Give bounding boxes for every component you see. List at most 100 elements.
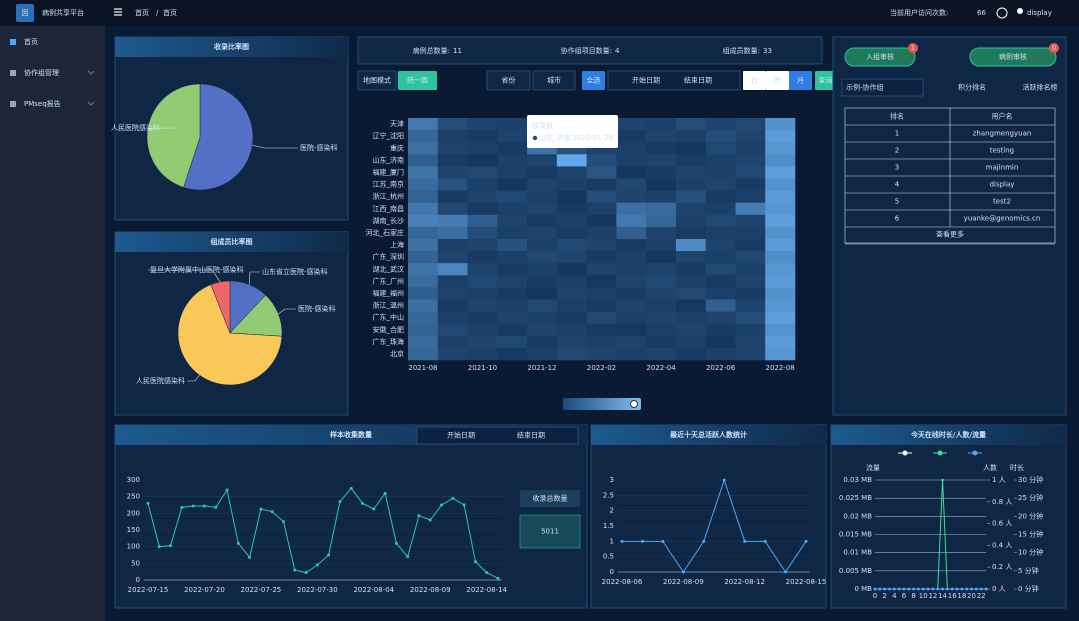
- nav-chevron: [87, 70, 95, 75]
- heatmap-cell: [586, 275, 617, 288]
- nav-item[interactable]: 首页: [24, 37, 38, 46]
- button[interactable]: [743, 71, 766, 90]
- logo-box: [16, 4, 34, 22]
- heatmap-cell: [408, 190, 439, 203]
- ranking-active[interactable]: 活跃排名榜: [1023, 83, 1058, 92]
- tooltip: [527, 115, 618, 148]
- badge: [908, 43, 918, 53]
- point: [146, 501, 150, 505]
- pie-label: 复旦大学附属中山医院-感染科: [150, 265, 244, 274]
- total-label: 收录总数量: [533, 494, 568, 503]
- y-tick-label: 0.03 MB: [843, 476, 872, 484]
- heatmap-cell: [705, 154, 736, 167]
- y-tick-label: 20 分钟: [1018, 511, 1043, 520]
- heatmap-cell: [735, 226, 766, 240]
- heatmap-cell: [408, 311, 439, 324]
- breadcrumb-separator: /: [156, 9, 159, 17]
- point: [157, 545, 161, 549]
- heatmap-cell: [735, 239, 766, 252]
- review-button[interactable]: [844, 47, 916, 67]
- label-line: [248, 271, 260, 285]
- heatmap-cell: [408, 178, 439, 191]
- point: [428, 518, 432, 522]
- heatmap-cell: [705, 190, 736, 203]
- stat-value: 11: [453, 47, 462, 55]
- y-tick-label: 0.005 MB: [839, 567, 872, 575]
- heatmap-cell: [408, 154, 439, 167]
- heatmap-cell: [646, 275, 677, 288]
- button[interactable]: [815, 71, 836, 90]
- group-name: 示例-协作组: [846, 83, 884, 92]
- button-label: 城市: [547, 76, 561, 85]
- more-link[interactable]: 查看更多: [936, 230, 964, 239]
- y-tick-label: 0.025 MB: [839, 494, 872, 502]
- date-range[interactable]: [416, 426, 579, 445]
- visits-label: 当前用户访问次数:: [890, 8, 948, 17]
- heatmap-cell: [705, 202, 736, 216]
- button[interactable]: [766, 71, 789, 90]
- x-tick-label: 12: [928, 592, 937, 600]
- heatmap-cell: [467, 311, 498, 324]
- heatmap-cell: [646, 226, 677, 240]
- y-tick-label: 1 人: [992, 476, 1006, 484]
- point: [361, 501, 365, 505]
- table-cell: zhangmengyuan: [973, 130, 1032, 138]
- point: [681, 570, 685, 574]
- panel-title: 今天在线时长/人数/流量: [910, 430, 986, 439]
- badge: [1049, 43, 1059, 53]
- heatmap-cell: [467, 202, 498, 216]
- y-tick-label: 30 分钟: [1018, 475, 1043, 484]
- point: [180, 505, 184, 509]
- heatmap-cell: [765, 226, 796, 240]
- heatmap-row-label: 广东_中山: [373, 313, 405, 322]
- button[interactable]: [532, 70, 576, 91]
- heatmap-cell: [437, 287, 468, 300]
- nav-icon: [10, 70, 16, 76]
- x-tick-label: 18: [957, 592, 966, 600]
- date-range[interactable]: [607, 70, 741, 91]
- point: [950, 587, 954, 591]
- button[interactable]: [398, 71, 437, 90]
- heatmap-cell: [646, 154, 677, 167]
- heatmap-cell: [616, 154, 647, 167]
- heatmap-cell: [675, 263, 706, 276]
- y-tick-label: 200: [127, 509, 140, 517]
- x-tick-label: 16: [948, 592, 957, 600]
- visual-map[interactable]: [563, 398, 641, 410]
- heatmap-cell: [556, 263, 587, 276]
- group-select[interactable]: [841, 78, 924, 97]
- heatmap-cell: [556, 239, 587, 252]
- visual-map-handle[interactable]: [630, 400, 638, 408]
- heatmap-cell: [735, 154, 766, 167]
- heatmap-row-label: 广东_深圳: [373, 252, 405, 261]
- heatmap-cell: [675, 166, 706, 179]
- nav-item[interactable]: PMseq报告: [24, 99, 61, 108]
- button[interactable]: [357, 70, 397, 91]
- heatmap-x-label: 2021-08: [408, 364, 437, 372]
- button[interactable]: [486, 70, 531, 91]
- review-button[interactable]: [969, 47, 1057, 67]
- heatmap-cell: [586, 190, 617, 203]
- user-name[interactable]: display: [1027, 9, 1052, 17]
- point: [763, 539, 767, 543]
- point: [451, 496, 455, 500]
- help-icon[interactable]: [996, 7, 1008, 19]
- y-tick-label: 50: [131, 559, 140, 567]
- y-tick-label: 0.02 MB: [843, 512, 872, 520]
- heatmap-cell: [467, 323, 498, 337]
- header: [0, 0, 1079, 26]
- heatmap-cell: [467, 347, 498, 361]
- heatmap-cell: [705, 311, 736, 324]
- table-cell: 6: [895, 215, 900, 223]
- button[interactable]: [582, 71, 605, 90]
- point: [661, 539, 665, 543]
- heatmap-cell: [527, 263, 558, 276]
- breadcrumb[interactable]: 首页: [135, 8, 149, 17]
- nav-item[interactable]: 协作组管理: [24, 68, 59, 77]
- heatmap-row-label: 北京: [390, 349, 404, 358]
- heatmap-cell: [765, 323, 796, 337]
- button[interactable]: [789, 71, 812, 90]
- heatmap-cell: [735, 142, 766, 155]
- heatmap-cell: [497, 190, 528, 203]
- heatmap-cell: [437, 311, 468, 324]
